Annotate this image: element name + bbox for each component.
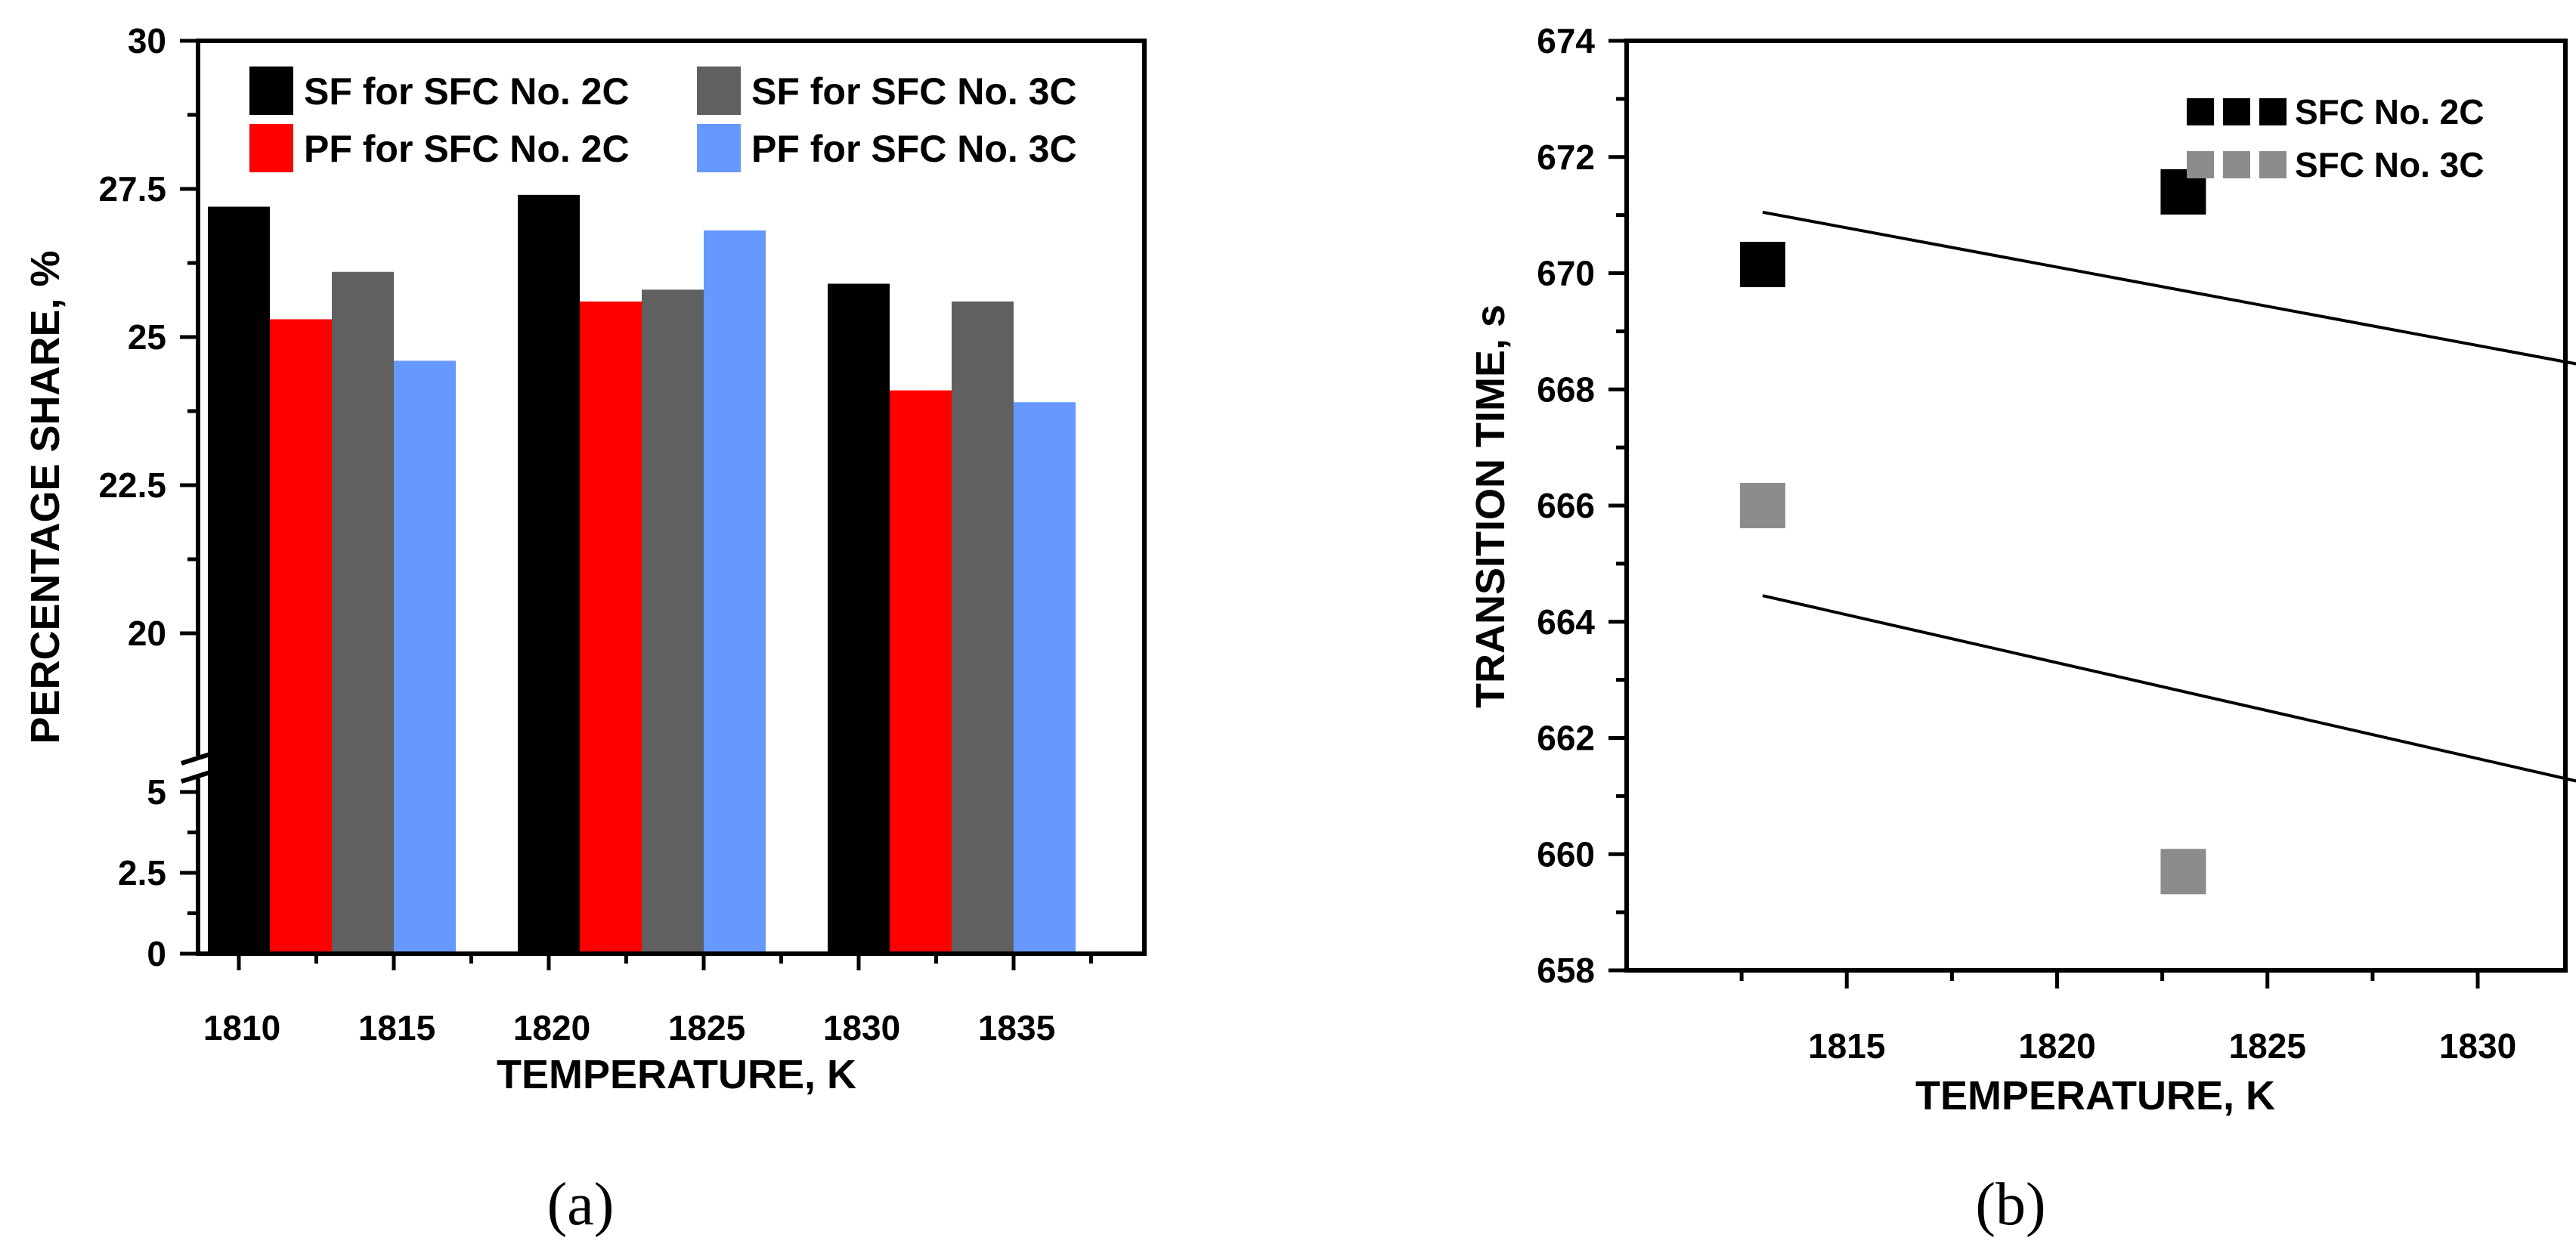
x-tick-label: 1810 (203, 1008, 280, 1047)
bar-4-3 (1014, 402, 1076, 954)
axis-break-mark (181, 750, 215, 766)
chart-b: 658 660 662 664 666 668 670 672 674 1815 1820 1825 1… (1468, 21, 2576, 1118)
x-tick-label: 1825 (2229, 1026, 2306, 1066)
y-tick-label: 0 (147, 934, 166, 973)
x-tick-label: 1815 (1808, 1026, 1885, 1066)
bar-3-3 (952, 301, 1014, 954)
legend-label: PF for SFC No. 2C (304, 128, 630, 170)
legend-swatch (697, 67, 741, 115)
axis-break-mark (181, 769, 215, 784)
y-tick-label: 20 (128, 614, 166, 653)
y-axis-title: TRANSITION TIME, s (1468, 305, 1513, 708)
fit-line-1 (1762, 210, 2576, 366)
chart-a: 20 22.5 25 27.5 30 0 2.5 5 1810 1815 1820 1825 1830 1… (23, 21, 1147, 1097)
y-tick-label: 660 (1537, 834, 1595, 874)
legend-marker (2187, 98, 2214, 125)
fit-line-2 (1762, 594, 2576, 783)
x-tick-label: 1815 (358, 1008, 435, 1047)
y-tick-label: 25 (128, 317, 166, 357)
legend-label: SFC No. 3C (2295, 145, 2484, 184)
y-tick-label: 30 (128, 21, 166, 60)
y-tick-label: 666 (1537, 486, 1595, 525)
legend-marker (2223, 151, 2250, 178)
legend-swatch (697, 124, 741, 172)
y-tick-label: 668 (1537, 370, 1595, 409)
y-tick-label: 5 (147, 772, 166, 812)
x-tick-label: 1835 (978, 1008, 1055, 1047)
legend-swatch (249, 124, 293, 172)
x-axis-title: TEMPERATURE, K (497, 1052, 856, 1097)
bar-4-2 (704, 230, 766, 954)
caption-a: (a) (547, 1171, 615, 1238)
bar-2-2 (580, 301, 642, 954)
bar-4-1 (394, 360, 456, 954)
y-tick-label: 664 (1537, 602, 1595, 642)
legend-swatch (249, 67, 293, 115)
scatter-point-1-1 (1739, 241, 1785, 287)
scatter-point-2-1 (1739, 483, 1785, 528)
legend-label: PF for SFC No. 3C (751, 128, 1077, 170)
x-tick-label: 1820 (513, 1008, 590, 1047)
bar-2-3 (890, 390, 952, 954)
x-axis-title: TEMPERATURE, K (1915, 1073, 2275, 1118)
bar-1-2 (518, 194, 580, 954)
y-axis-title: PERCENTAGE SHARE, % (23, 250, 68, 744)
y-tick-label: 27.5 (98, 169, 166, 209)
legend-label: SFC No. 2C (2295, 92, 2484, 131)
legend-marker (2223, 98, 2250, 125)
bar-1-1 (208, 206, 270, 954)
legend-marker (2187, 151, 2214, 178)
y-tick-label: 662 (1537, 719, 1595, 758)
caption-b: (b) (1975, 1171, 2045, 1238)
legend-marker (2259, 98, 2287, 125)
legend-marker (2259, 151, 2287, 178)
bar-3-2 (642, 289, 704, 954)
scatter-point-2-2 (2160, 849, 2206, 895)
bar-1-3 (828, 283, 890, 954)
y-tick-label: 22.5 (98, 466, 166, 505)
x-tick-label: 1830 (2439, 1026, 2516, 1066)
legend-label: SF for SFC No. 2C (304, 70, 630, 113)
y-tick-label: 674 (1537, 21, 1595, 60)
x-tick-label: 1825 (668, 1008, 745, 1047)
bar-2-1 (270, 319, 332, 954)
legend-label: SF for SFC No. 3C (751, 70, 1077, 113)
y-tick-label: 658 (1537, 951, 1595, 990)
x-tick-label: 1830 (823, 1008, 900, 1047)
y-tick-label: 2.5 (118, 853, 166, 893)
bar-3-1 (332, 271, 394, 954)
y-tick-label: 672 (1537, 138, 1595, 177)
x-tick-label: 1820 (2018, 1026, 2095, 1066)
y-tick-label: 670 (1537, 254, 1595, 293)
